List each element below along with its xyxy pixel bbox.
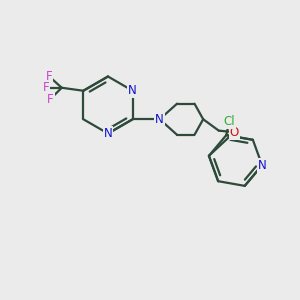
- Text: N: N: [155, 113, 164, 126]
- Text: F: F: [43, 81, 50, 94]
- Text: Cl: Cl: [224, 115, 235, 128]
- Text: O: O: [230, 126, 239, 139]
- Text: F: F: [46, 70, 52, 83]
- Text: N: N: [103, 127, 112, 140]
- Text: N: N: [258, 159, 266, 172]
- Text: F: F: [47, 93, 54, 106]
- Text: N: N: [128, 84, 137, 97]
